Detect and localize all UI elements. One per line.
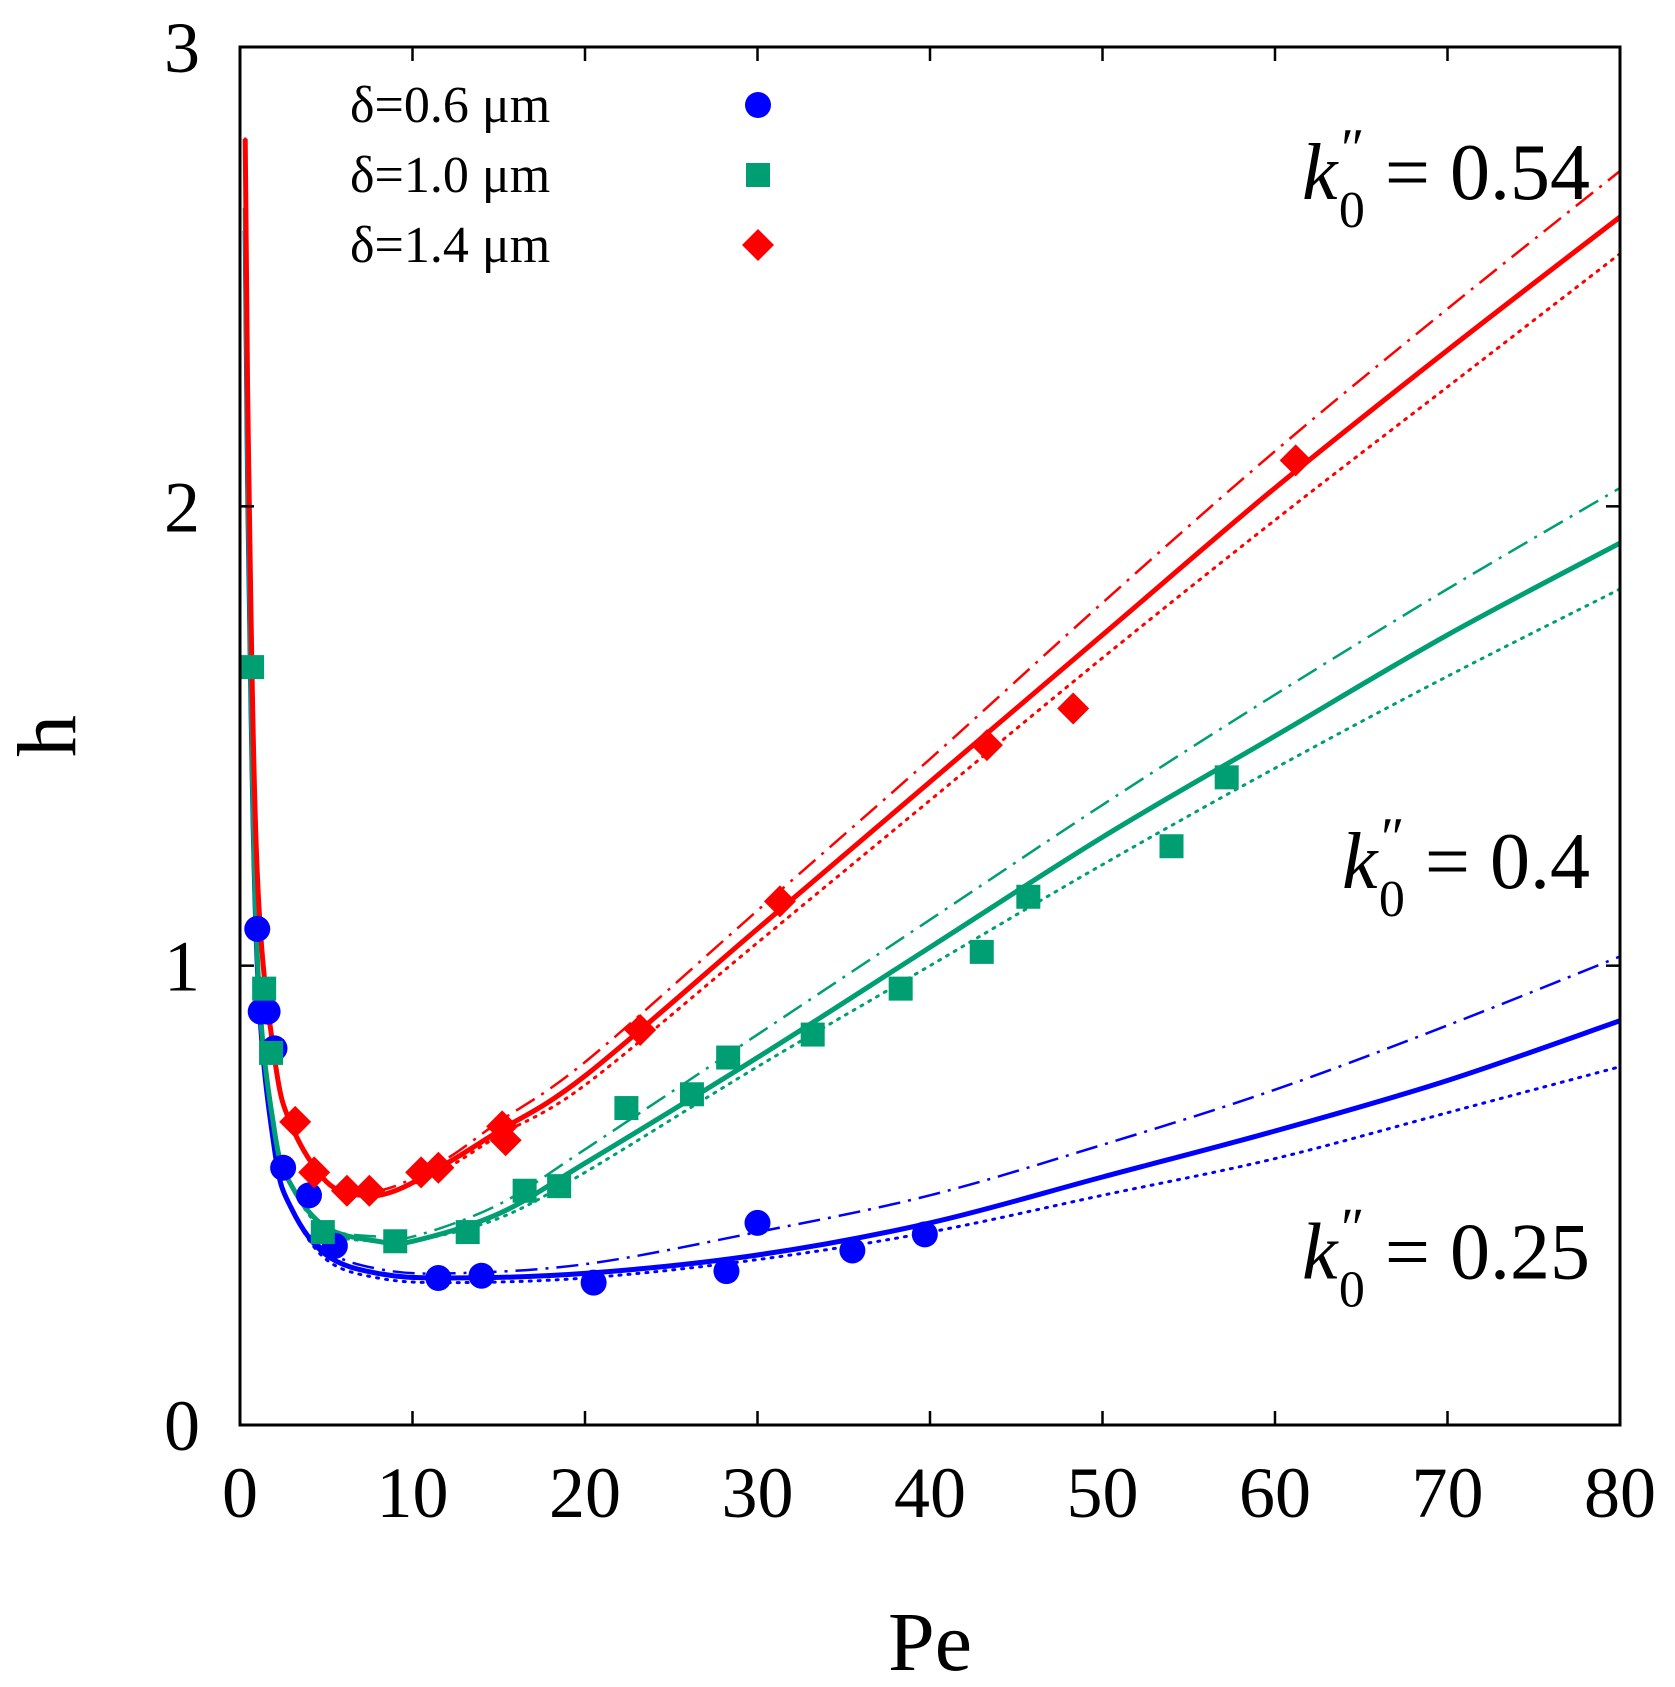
data-point (800, 1022, 825, 1047)
x-tick-label: 60 (1239, 1453, 1311, 1533)
data-point (468, 1262, 495, 1289)
data-point (512, 1178, 537, 1203)
data-point (254, 998, 281, 1025)
data-point (839, 1237, 866, 1264)
data-point (298, 1156, 331, 1189)
x-tick-label: 50 (1067, 1453, 1139, 1533)
legend-marker (745, 92, 771, 118)
data-point (763, 885, 796, 918)
data-point (969, 939, 994, 964)
y-tick-label: 2 (164, 467, 200, 547)
data-point (1016, 884, 1041, 909)
points-layer (240, 444, 1312, 1296)
data-point (970, 729, 1003, 762)
x-tick-label: 30 (722, 1453, 794, 1533)
data-point (259, 1040, 284, 1065)
data-point (911, 1221, 938, 1248)
y-tick-label: 3 (164, 8, 200, 88)
x-tick-label: 40 (894, 1453, 966, 1533)
data-point (310, 1220, 335, 1245)
data-point (1057, 692, 1090, 725)
data-point (252, 976, 277, 1001)
x-tick-label: 20 (549, 1453, 621, 1533)
data-point (353, 1174, 386, 1207)
legend-marker (746, 163, 770, 187)
curve-dotted (243, 137, 1622, 1198)
data-point (330, 1174, 363, 1207)
data-point (888, 976, 913, 1001)
legend: δ=0.6 μm δ=1.0 μm δ=1.4 μm (350, 77, 774, 274)
data-point (1159, 834, 1184, 859)
legend-marker (742, 229, 774, 261)
y-tick-label: 0 (164, 1386, 200, 1466)
data-point (244, 915, 271, 942)
data-point (624, 1013, 657, 1046)
data-point (614, 1096, 639, 1121)
annotation: k″ 0 = 0.4 (1342, 807, 1590, 928)
x-tick-label: 10 (377, 1453, 449, 1533)
y-axis-label: h (1, 715, 94, 757)
data-point (713, 1258, 740, 1285)
data-point (547, 1174, 572, 1199)
data-point (455, 1220, 480, 1245)
x-axis-label: Pe (888, 1596, 972, 1687)
ticks-layer: 0 10 20 30 40 50 60 70 80 0 1 2 3 (164, 8, 1656, 1533)
data-point (716, 1045, 741, 1070)
x-tick-label: 70 (1412, 1453, 1484, 1533)
data-point (425, 1265, 452, 1292)
curve-dashdot (243, 230, 1621, 1275)
data-point (679, 1082, 704, 1107)
legend-label: δ=1.0 μm (350, 147, 550, 204)
annotations: k″ 0 = 0.54 k″ 0 = 0.4 k″ 0 = 0.25 (1302, 118, 1590, 1318)
legend-label: δ=0.6 μm (350, 77, 550, 134)
data-point (240, 655, 265, 680)
curve-dotted (243, 206, 1622, 1245)
annotation: k″ 0 = 0.54 (1302, 118, 1590, 239)
data-point (744, 1209, 771, 1236)
data-point (296, 1182, 322, 1209)
curves-layer (242, 137, 1622, 1285)
curve-solid (242, 138, 1622, 1199)
data-point (279, 1105, 312, 1138)
curve-dashdot (243, 138, 1621, 1193)
legend-label: δ=1.4 μm (350, 217, 550, 274)
curve-solid (242, 207, 1622, 1247)
data-point (383, 1229, 408, 1254)
curve-dashdot (243, 207, 1621, 1241)
data-point (270, 1154, 297, 1181)
data-point (1279, 444, 1312, 477)
y-tick-label: 1 (164, 927, 200, 1007)
data-point (1214, 765, 1239, 790)
data-point (489, 1124, 522, 1157)
data-point (422, 1151, 455, 1184)
data-point (580, 1269, 607, 1296)
x-tick-label: 80 (1584, 1453, 1656, 1533)
x-tick-label: 0 (222, 1453, 258, 1533)
annotation: k″ 0 = 0.25 (1302, 1197, 1590, 1318)
